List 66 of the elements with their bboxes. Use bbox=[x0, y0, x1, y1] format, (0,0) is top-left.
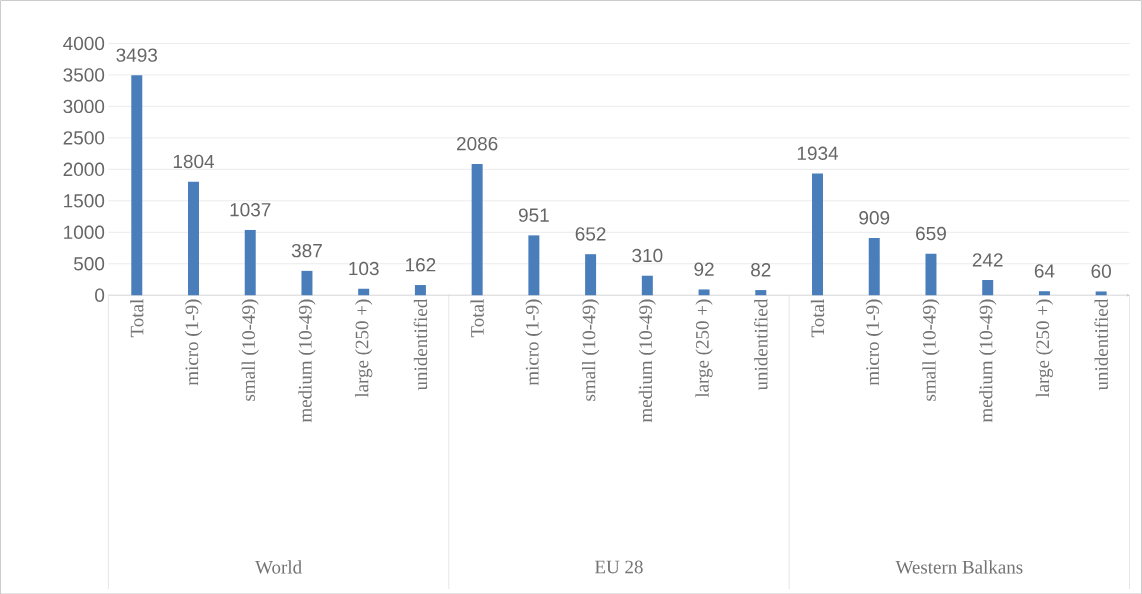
text: Western Balkans bbox=[895, 560, 1023, 574]
bar bbox=[471, 163, 483, 295]
bar bbox=[812, 173, 824, 295]
bar bbox=[1095, 291, 1107, 295]
y-tick-label: 1500 bbox=[64, 193, 105, 208]
data-label: 162 bbox=[406, 257, 436, 272]
x-tick-label: micro (1-9) bbox=[865, 299, 883, 386]
x-tick-label: medium (10-49) bbox=[298, 299, 316, 422]
x-tick-label: Total bbox=[130, 298, 144, 337]
bar bbox=[414, 284, 426, 295]
bar bbox=[698, 289, 710, 295]
bar bbox=[244, 229, 256, 295]
y-tick-label: 500 bbox=[73, 256, 105, 271]
bar bbox=[925, 253, 937, 295]
data-label: 82 bbox=[751, 262, 771, 277]
x-tick-label: Total bbox=[810, 298, 825, 337]
x-tick-label: unidentified bbox=[754, 298, 768, 390]
x-tick-label: small (10-49) bbox=[922, 299, 940, 401]
data-label: 92 bbox=[694, 262, 714, 276]
text: World bbox=[255, 560, 302, 574]
x-tick-label: large (250 +) bbox=[695, 299, 713, 398]
bar bbox=[982, 279, 994, 295]
data-label: 387 bbox=[291, 243, 322, 258]
x-tick-label: unidentified bbox=[1094, 298, 1108, 390]
data-label: 909 bbox=[859, 210, 890, 225]
bar bbox=[1038, 290, 1050, 295]
x-tick-label: unidentified bbox=[413, 298, 428, 390]
x-tick-label: large (250 +) bbox=[1035, 299, 1054, 398]
bar bbox=[528, 235, 540, 295]
y-tick-label: 4000 bbox=[63, 36, 105, 50]
y-tick-label: 3500 bbox=[63, 67, 105, 82]
x-tick-label: micro (1-9) bbox=[184, 299, 203, 386]
data-label: 1804 bbox=[173, 154, 215, 168]
text: EU 28 bbox=[594, 560, 643, 574]
data-label: 60 bbox=[1091, 264, 1111, 278]
bar bbox=[641, 275, 653, 295]
x-tick-label: large (250 +) bbox=[355, 299, 373, 398]
x-tick-label: micro (1-9) bbox=[525, 299, 543, 386]
y-tick-label: 2500 bbox=[63, 130, 105, 145]
data-label: 64 bbox=[1034, 264, 1055, 278]
y-tick-label: 1000 bbox=[64, 225, 105, 239]
data-label: 659 bbox=[916, 226, 946, 241]
bar bbox=[358, 288, 370, 295]
data-label: 242 bbox=[972, 253, 1003, 267]
x-tick-label: medium (10-49) bbox=[638, 299, 656, 422]
data-label: 1934 bbox=[797, 146, 839, 160]
bar bbox=[131, 75, 143, 295]
bar bbox=[301, 270, 313, 295]
data-label: 3493 bbox=[116, 48, 158, 62]
data-label: 951 bbox=[518, 208, 549, 222]
y-tick-label: 3000 bbox=[63, 99, 105, 113]
bar bbox=[868, 237, 880, 295]
bar bbox=[188, 181, 199, 295]
y-tick-label: 0 bbox=[95, 288, 105, 302]
data-label: 2086 bbox=[456, 136, 498, 151]
bar bbox=[585, 253, 597, 295]
x-tick-label: Total bbox=[470, 298, 484, 337]
data-label: 1037 bbox=[230, 202, 271, 217]
x-tick-label: small (10-49) bbox=[581, 299, 600, 401]
x-tick-label: small (10-49) bbox=[241, 299, 259, 401]
data-label: 310 bbox=[632, 248, 663, 262]
data-label: 103 bbox=[349, 261, 379, 276]
bar bbox=[755, 289, 767, 295]
x-tick-label: medium (10-49) bbox=[979, 299, 997, 422]
y-tick-label: 2000 bbox=[63, 162, 105, 176]
data-label: 652 bbox=[575, 227, 606, 241]
